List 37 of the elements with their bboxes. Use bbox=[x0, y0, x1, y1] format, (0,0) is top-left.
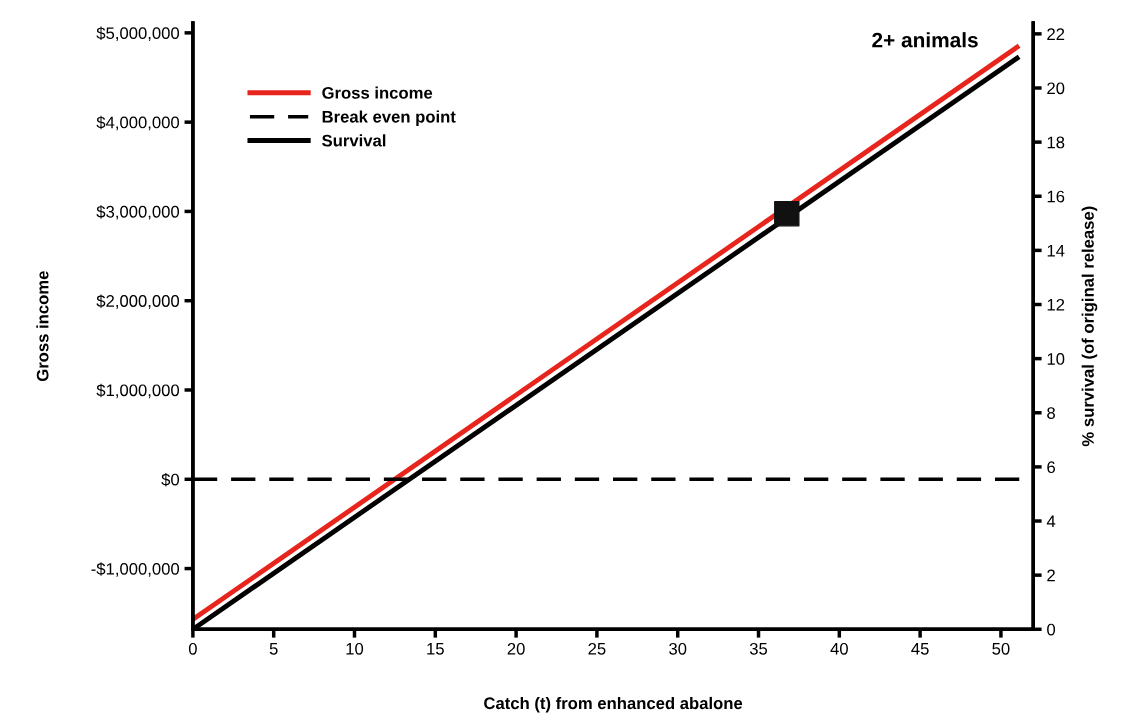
y-tick-label: $0 bbox=[161, 472, 180, 487]
x-tick-label: 25 bbox=[588, 642, 606, 655]
y-tick-label: -$1,000,000 bbox=[91, 562, 180, 577]
y2-tick-label: 12 bbox=[1047, 298, 1065, 311]
y-tick-label: $5,000,000 bbox=[96, 26, 180, 42]
x-axis-title: Catch (t) from enhanced abalone bbox=[484, 696, 743, 713]
x-tick-label: 10 bbox=[346, 642, 364, 655]
legend-label: Break even point bbox=[322, 110, 456, 126]
y2-tick-label: 20 bbox=[1047, 82, 1065, 95]
x-tick-label: 0 bbox=[188, 642, 197, 655]
x-tick-label: 45 bbox=[911, 643, 929, 655]
x-tick-label: 40 bbox=[830, 642, 848, 655]
y-axis-title: Gross income bbox=[36, 271, 49, 382]
x-tick-label: 35 bbox=[749, 642, 768, 655]
x-tick-label: 50 bbox=[992, 642, 1010, 655]
x-tick-label: 30 bbox=[669, 642, 687, 655]
y-tick-label: $1,000,000 bbox=[96, 383, 180, 399]
y2-tick-label: 6 bbox=[1047, 461, 1055, 474]
y-tick-label: $2,000,000 bbox=[96, 294, 180, 309]
y-tick-label: $4,000,000 bbox=[96, 115, 180, 131]
x-tick-label: 5 bbox=[269, 643, 278, 655]
y-tick-label: $3,000,000 bbox=[96, 205, 180, 220]
y2-tick-label: 22 bbox=[1047, 28, 1065, 40]
y2-axis-title: % survival (of original release) bbox=[1081, 206, 1098, 447]
y2-tick-label: 0 bbox=[1047, 623, 1056, 636]
y2-tick-label: 16 bbox=[1047, 190, 1065, 203]
x-tick-label: 20 bbox=[507, 642, 525, 655]
y2-tick-label: 8 bbox=[1047, 407, 1055, 419]
chart-title: 2+ animals bbox=[872, 32, 978, 48]
y2-tick-label: 4 bbox=[1046, 515, 1056, 528]
legend-label: Gross income bbox=[322, 86, 433, 99]
y2-tick-label: 18 bbox=[1047, 136, 1065, 149]
y2-tick-label: 14 bbox=[1047, 244, 1065, 257]
x-tick-label: 15 bbox=[427, 643, 444, 655]
y2-tick-label: 10 bbox=[1047, 353, 1065, 365]
y2-tick-label: 2 bbox=[1047, 569, 1055, 582]
legend-label: Survival bbox=[322, 134, 386, 147]
